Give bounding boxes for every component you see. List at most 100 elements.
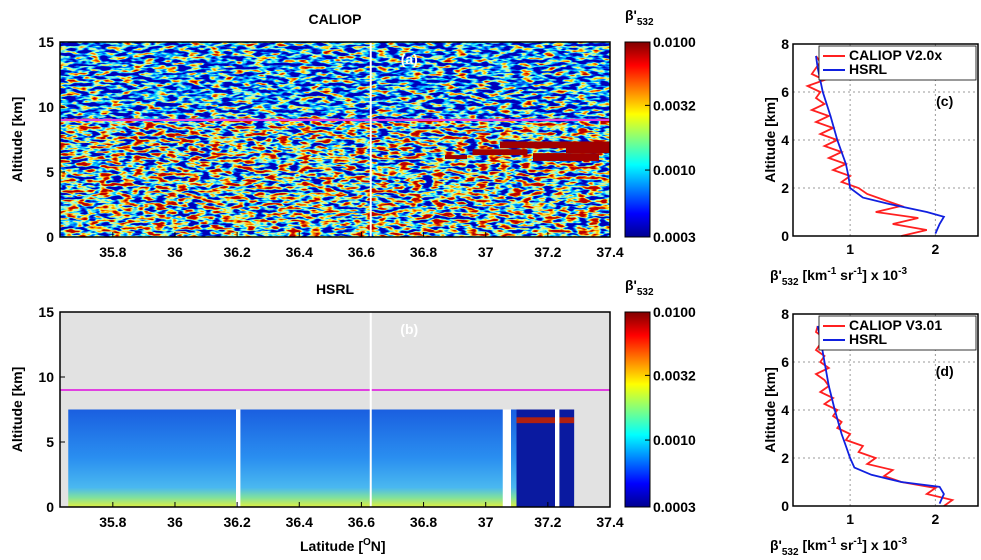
x-axis-label: Latitude [ON] bbox=[300, 537, 386, 554]
x-tick-label: 36.8 bbox=[410, 244, 437, 260]
x-tick-label: 35.8 bbox=[99, 514, 126, 530]
colorbar-tick-label: 0.0100 bbox=[653, 34, 696, 50]
profile-line bbox=[815, 55, 946, 234]
x-axis-label-part: [km bbox=[799, 537, 828, 553]
x-axis-label-part: ] x 10 bbox=[862, 537, 898, 553]
x-tick-label: 1 bbox=[846, 241, 854, 257]
x-axis-label-part: N] bbox=[371, 538, 386, 554]
panel-label: (c) bbox=[936, 93, 953, 109]
profile-line bbox=[814, 325, 955, 507]
x-axis-label-part: 532 bbox=[782, 547, 799, 558]
panel-label: (d) bbox=[936, 363, 954, 379]
x-axis-label-part: -3 bbox=[898, 536, 907, 547]
legend-label: HSRL bbox=[849, 331, 888, 347]
y-tick-label: 0 bbox=[781, 228, 789, 244]
heatmap-image bbox=[60, 42, 610, 237]
x-axis-label-part: sr bbox=[836, 537, 854, 553]
colorbar-label-part: 532 bbox=[637, 287, 654, 298]
y-tick-label: 0 bbox=[46, 499, 54, 515]
x-tick-label: 36 bbox=[167, 244, 183, 260]
x-tick-label: 2 bbox=[931, 511, 939, 527]
colorbar-tick-label: 0.0010 bbox=[653, 162, 696, 178]
x-axis-label: β'532 [km-1 sr-1] x 10-3 bbox=[770, 266, 907, 288]
aerosol-layer bbox=[500, 141, 610, 149]
y-tick-label: 2 bbox=[781, 180, 789, 196]
x-tick-label: 37 bbox=[478, 514, 494, 530]
colorbar-tick-label: 0.0100 bbox=[653, 304, 696, 320]
x-axis-label-part: sr bbox=[836, 267, 854, 283]
legend-label: HSRL bbox=[849, 61, 888, 77]
profile-line bbox=[816, 325, 945, 504]
colorbar-tick-label: 0.0003 bbox=[653, 229, 696, 245]
x-tick-label: 37.2 bbox=[534, 514, 561, 530]
x-axis-label-part: -1 bbox=[827, 536, 836, 547]
plot-frame bbox=[59, 41, 611, 238]
colorbar-tick-label: 0.0010 bbox=[653, 432, 696, 448]
legend-box bbox=[818, 45, 977, 81]
x-tick-label: 37 bbox=[478, 244, 494, 260]
dark-region bbox=[516, 409, 575, 507]
texture bbox=[60, 42, 610, 119]
aerosol-layer bbox=[472, 149, 528, 156]
aerosol-layer bbox=[566, 143, 610, 154]
x-tick-label: 37.4 bbox=[596, 514, 623, 530]
x-tick-label: 35.8 bbox=[99, 244, 126, 260]
x-tick-label: 36.2 bbox=[223, 514, 250, 530]
data-gap bbox=[555, 409, 560, 507]
y-tick-label: 6 bbox=[781, 84, 789, 100]
y-tick-label: 6 bbox=[781, 354, 789, 370]
data-gap bbox=[574, 409, 610, 507]
y-tick-label: 15 bbox=[38, 34, 54, 50]
plot-frame bbox=[59, 311, 611, 508]
legend-box bbox=[818, 315, 977, 351]
colorbar bbox=[624, 41, 651, 238]
y-tick-label: 2 bbox=[781, 450, 789, 466]
x-axis-label-part: -1 bbox=[853, 266, 862, 277]
x-axis-label-part: -3 bbox=[898, 266, 907, 277]
y-tick-label: 15 bbox=[38, 304, 54, 320]
colorbar-label: β'532 bbox=[625, 277, 654, 298]
x-tick-label: 36.8 bbox=[410, 514, 437, 530]
x-axis-label: β'532 [km-1 sr-1] x 10-3 bbox=[770, 536, 907, 558]
aerosol-layer bbox=[516, 417, 575, 424]
panel-label: (b) bbox=[400, 321, 418, 337]
x-tick-label: 36.6 bbox=[348, 244, 375, 260]
y-tick-label: 4 bbox=[781, 402, 789, 418]
colorbar-label-part: β' bbox=[625, 277, 637, 293]
y-tick-label: 4 bbox=[781, 132, 789, 148]
legend-label: CALIOP V2.0x bbox=[849, 47, 942, 63]
y-tick-label: 0 bbox=[46, 229, 54, 245]
chart-title: HSRL bbox=[316, 281, 355, 297]
y-tick-label: 10 bbox=[38, 369, 54, 385]
colorbar bbox=[624, 311, 651, 508]
y-tick-label: 8 bbox=[781, 306, 789, 322]
x-axis-label-part: [km bbox=[799, 267, 828, 283]
y-axis-label: Altitude [km] bbox=[762, 97, 778, 183]
y-tick-label: 5 bbox=[46, 164, 54, 180]
y-axis-label: Altitude [km] bbox=[762, 367, 778, 453]
colorbar-tick-label: 0.0003 bbox=[653, 499, 696, 515]
colorbar-label-part: β' bbox=[625, 7, 637, 23]
y-tick-label: 0 bbox=[781, 498, 789, 514]
colorbar-tick-label: 0.0032 bbox=[653, 367, 696, 383]
chart-title: CALIOP bbox=[309, 11, 362, 27]
x-tick-label: 36.2 bbox=[223, 244, 250, 260]
x-tick-label: 36.4 bbox=[286, 244, 313, 260]
x-axis-label-part: β' bbox=[770, 267, 782, 283]
x-tick-label: 2 bbox=[931, 241, 939, 257]
x-tick-label: 1 bbox=[846, 511, 854, 527]
x-tick-label: 36.6 bbox=[348, 514, 375, 530]
plot-frame bbox=[792, 313, 979, 507]
x-tick-label: 37.2 bbox=[534, 244, 561, 260]
y-axis-label: Altitude [km] bbox=[9, 367, 25, 453]
legend-label: CALIOP V3.01 bbox=[849, 317, 942, 333]
x-axis-label-part: 532 bbox=[782, 277, 799, 288]
x-axis-label-part: -1 bbox=[853, 536, 862, 547]
y-tick-label: 5 bbox=[46, 434, 54, 450]
plot-frame bbox=[792, 43, 979, 237]
x-axis-label-part: O bbox=[363, 537, 371, 548]
x-axis-label-part: -1 bbox=[827, 266, 836, 277]
y-axis-label: Altitude [km] bbox=[9, 97, 25, 183]
aerosol-layer bbox=[445, 155, 467, 159]
panel-label: (a) bbox=[401, 51, 418, 67]
